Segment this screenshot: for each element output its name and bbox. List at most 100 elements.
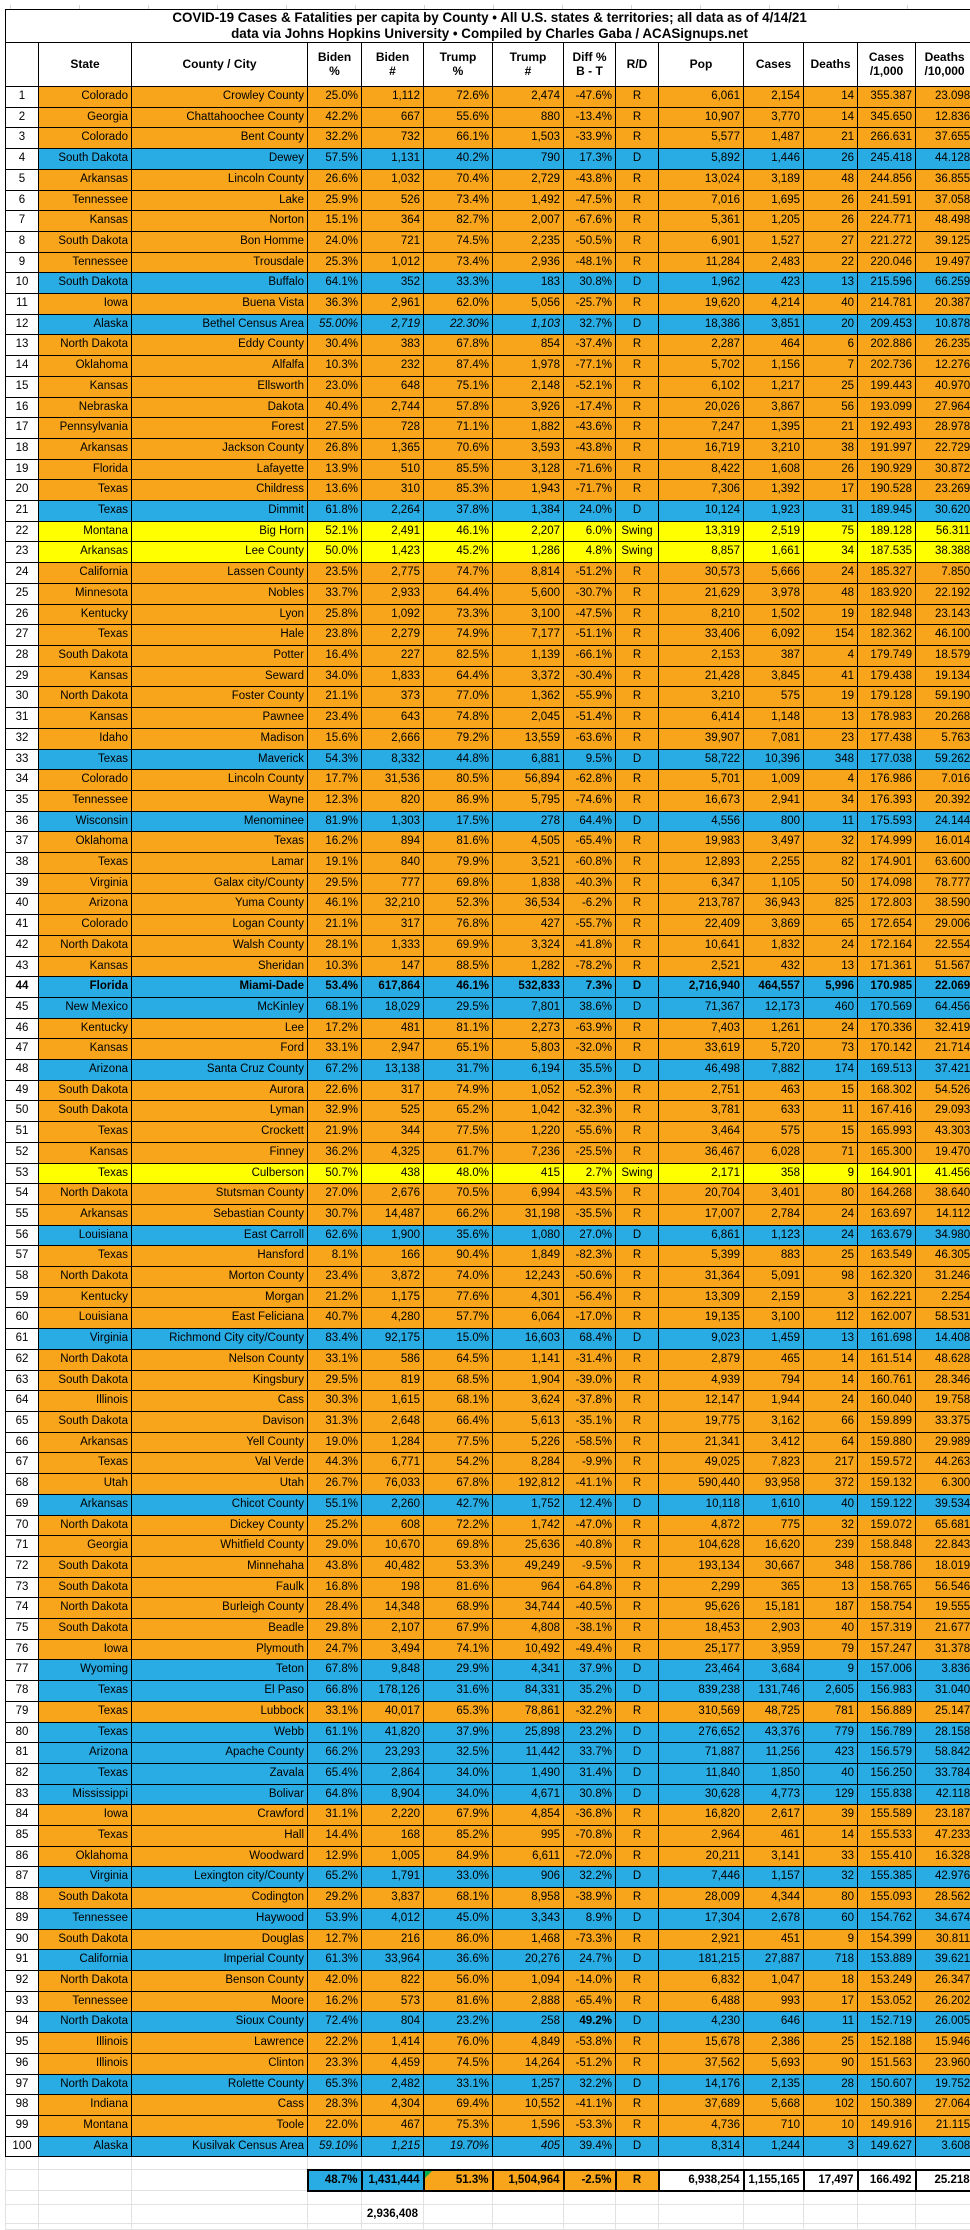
cell-cases[interactable]: 3,497 xyxy=(744,832,804,853)
cell-cases[interactable]: 2,159 xyxy=(744,1287,804,1308)
cell-diff-pct[interactable]: -32.0% xyxy=(564,1039,616,1060)
cell-trump-pct[interactable]: 90.4% xyxy=(424,1246,493,1267)
row-number[interactable]: 40 xyxy=(6,894,39,915)
cell-trump-count[interactable]: 5,613 xyxy=(493,1412,564,1433)
cell-trump-pct[interactable]: 22.30% xyxy=(424,314,493,335)
cell-party[interactable]: R xyxy=(616,418,659,439)
cell-deaths-per-10000[interactable]: 14.112 xyxy=(916,1204,970,1225)
cell-biden-count[interactable]: 648 xyxy=(362,376,424,397)
cell-cases[interactable]: 1,105 xyxy=(744,873,804,894)
cell-deaths[interactable]: 48 xyxy=(804,169,858,190)
cell-biden-pct[interactable]: 62.6% xyxy=(308,1225,362,1246)
cell-cases[interactable]: 646 xyxy=(744,2012,804,2033)
cell-trump-count[interactable]: 1,596 xyxy=(493,2115,564,2136)
cell-biden-count[interactable]: 317 xyxy=(362,915,424,936)
cell-state[interactable]: South Dakota xyxy=(39,1370,132,1391)
cell-county[interactable]: Crawford xyxy=(132,1805,308,1826)
cell-cases-per-1000[interactable]: 149.916 xyxy=(858,2115,916,2136)
cell-county[interactable]: Rolette County xyxy=(132,2074,308,2095)
cell-deaths-per-10000[interactable]: 54.526 xyxy=(916,1080,970,1101)
cell-biden-pct[interactable]: 24.7% xyxy=(308,1639,362,1660)
row-number[interactable]: 49 xyxy=(6,1080,39,1101)
cell-party[interactable]: R xyxy=(616,1536,659,1557)
cell-deaths[interactable]: 34 xyxy=(804,790,858,811)
cell-deaths-per-10000[interactable]: 22.192 xyxy=(916,583,970,604)
cell-pop[interactable]: 21,629 xyxy=(659,583,744,604)
cell-trump-count[interactable]: 427 xyxy=(493,915,564,936)
cell-pop[interactable]: 5,702 xyxy=(659,356,744,377)
cell-county[interactable]: Burleigh County xyxy=(132,1598,308,1619)
cell-state[interactable]: South Dakota xyxy=(39,231,132,252)
cell-cases-per-1000[interactable]: 155.838 xyxy=(858,1784,916,1805)
cell-trump-count[interactable]: 49,249 xyxy=(493,1556,564,1577)
cell-trump-count[interactable]: 56,894 xyxy=(493,770,564,791)
cell-trump-count[interactable]: 4,301 xyxy=(493,1287,564,1308)
cell-cases-per-1000[interactable]: 172.803 xyxy=(858,894,916,915)
cell-pop[interactable]: 33,619 xyxy=(659,1039,744,1060)
cell-deaths[interactable]: 21 xyxy=(804,418,858,439)
cell-party[interactable]: Swing xyxy=(616,1163,659,1184)
cell-diff-pct[interactable]: -73.3% xyxy=(564,1929,616,1950)
cell-trump-pct[interactable]: 75.3% xyxy=(424,2115,493,2136)
cell-state[interactable]: Idaho xyxy=(39,728,132,749)
cell-state[interactable]: Kansas xyxy=(39,376,132,397)
cell-diff-pct[interactable]: -47.5% xyxy=(564,190,616,211)
cell-diff-pct[interactable]: -9.5% xyxy=(564,1556,616,1577)
cell-cases[interactable]: 1,217 xyxy=(744,376,804,397)
row-number[interactable]: 29 xyxy=(6,666,39,687)
cell-deaths[interactable]: 25 xyxy=(804,1246,858,1267)
cell-state[interactable]: Virginia xyxy=(39,1329,132,1350)
cell-trump-count[interactable]: 2,235 xyxy=(493,231,564,252)
cell-state[interactable]: Kentucky xyxy=(39,1018,132,1039)
cell-deaths-per-10000[interactable]: 66.259 xyxy=(916,273,970,294)
cell-deaths[interactable]: 28 xyxy=(804,2074,858,2095)
cell-county[interactable]: Lincoln County xyxy=(132,770,308,791)
cell-deaths-per-10000[interactable]: 6.300 xyxy=(916,1474,970,1495)
cell-county[interactable]: Forest xyxy=(132,418,308,439)
cell-pop[interactable]: 20,026 xyxy=(659,397,744,418)
cell-trump-pct[interactable]: 84.9% xyxy=(424,1846,493,1867)
cell-trump-count[interactable]: 3,593 xyxy=(493,438,564,459)
row-number[interactable]: 28 xyxy=(6,645,39,666)
cell-state[interactable]: Colorado xyxy=(39,915,132,936)
cell-trump-pct[interactable]: 31.6% xyxy=(424,1681,493,1702)
cell-diff-pct[interactable]: 35.2% xyxy=(564,1681,616,1702)
cell-party[interactable]: D xyxy=(616,501,659,522)
cell-biden-count[interactable]: 777 xyxy=(362,873,424,894)
cell-trump-pct[interactable]: 45.2% xyxy=(424,542,493,563)
cell-trump-pct[interactable]: 33.3% xyxy=(424,273,493,294)
cell-cases[interactable]: 1,009 xyxy=(744,770,804,791)
cell-party[interactable]: R xyxy=(616,853,659,874)
cell-pop[interactable]: 16,673 xyxy=(659,790,744,811)
cell-county[interactable]: Lee County xyxy=(132,542,308,563)
cell-state[interactable]: Arizona xyxy=(39,894,132,915)
cell-deaths[interactable]: 11 xyxy=(804,2012,858,2033)
cell-state[interactable]: Kansas xyxy=(39,956,132,977)
cell-deaths-per-10000[interactable]: 23.960 xyxy=(916,2053,970,2074)
row-number[interactable]: 31 xyxy=(6,708,39,729)
cell-state[interactable]: Texas xyxy=(39,625,132,646)
cell-deaths-per-10000[interactable]: 20.392 xyxy=(916,790,970,811)
cell-biden-pct[interactable]: 61.1% xyxy=(308,1722,362,1743)
cell-diff-pct[interactable]: -9.9% xyxy=(564,1453,616,1474)
cell-trump-count[interactable]: 1,849 xyxy=(493,1246,564,1267)
cell-cases-per-1000[interactable]: 209.453 xyxy=(858,314,916,335)
cell-deaths[interactable]: 66 xyxy=(804,1412,858,1433)
cell-state[interactable]: Indiana xyxy=(39,2095,132,2116)
cell-county[interactable]: Ellsworth xyxy=(132,376,308,397)
row-number[interactable]: 25 xyxy=(6,583,39,604)
cell-state[interactable]: Arkansas xyxy=(39,1204,132,1225)
cell-county[interactable]: Richmond City city/County xyxy=(132,1329,308,1350)
cell-trump-count[interactable]: 3,128 xyxy=(493,459,564,480)
cell-trump-count[interactable]: 5,600 xyxy=(493,583,564,604)
cell-cases-per-1000[interactable]: 155.385 xyxy=(858,1867,916,1888)
cell-biden-count[interactable]: 643 xyxy=(362,708,424,729)
cell-county[interactable]: Texas xyxy=(132,832,308,853)
cell-cases[interactable]: 5,720 xyxy=(744,1039,804,1060)
cell-trump-pct[interactable]: 81.6% xyxy=(424,1577,493,1598)
cell-county[interactable]: Codington xyxy=(132,1888,308,1909)
cell-deaths[interactable]: 14 xyxy=(804,1826,858,1847)
cell-deaths-per-10000[interactable]: 29.989 xyxy=(916,1432,970,1453)
row-number[interactable]: 39 xyxy=(6,873,39,894)
cell-party[interactable]: R xyxy=(616,1349,659,1370)
